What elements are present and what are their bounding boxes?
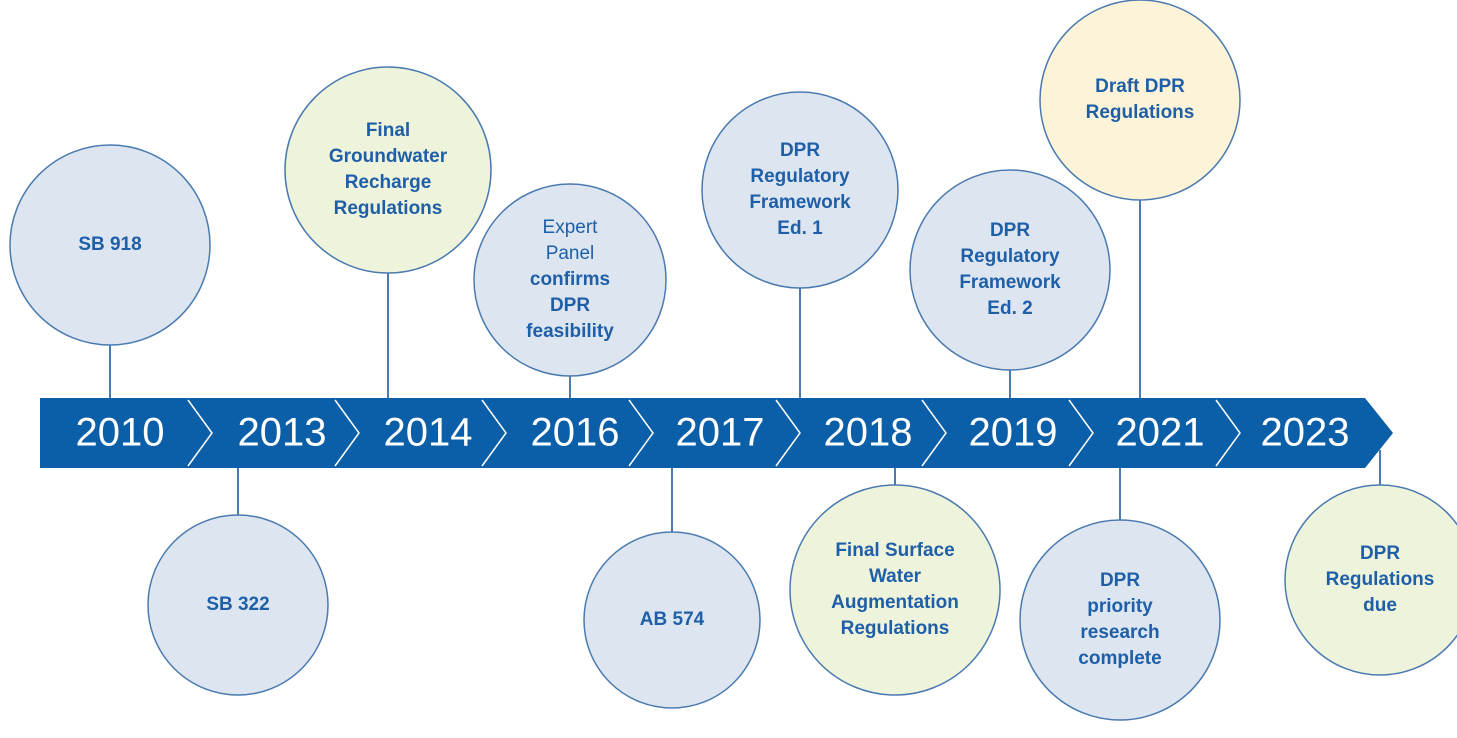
- event-label: AB 574: [640, 609, 705, 630]
- event-label: Framework: [959, 272, 1061, 293]
- event-circle: [702, 92, 898, 288]
- year-label: 2023: [1261, 411, 1350, 455]
- event-label: DPR: [990, 220, 1030, 241]
- event-label: Regulatory: [960, 246, 1060, 267]
- year-label: 2013: [238, 411, 327, 455]
- event-label: research: [1080, 622, 1159, 643]
- event-label: complete: [1078, 648, 1161, 669]
- event-label: DPR: [1100, 570, 1140, 591]
- event-label: Expert: [543, 217, 599, 238]
- year-label: 2019: [969, 411, 1058, 455]
- year-label: 2010: [76, 411, 165, 455]
- event-label: Panel: [546, 243, 595, 264]
- event-label: SB 918: [78, 234, 141, 255]
- event-label: Draft DPR: [1095, 76, 1185, 97]
- event-circle: [285, 67, 491, 273]
- event-label: DPR: [1360, 543, 1400, 564]
- event-label: Augmentation: [831, 592, 959, 613]
- event-label: SB 322: [206, 594, 269, 615]
- event-label: Water: [869, 566, 922, 587]
- event-label: DPR: [780, 140, 820, 161]
- year-label: 2014: [384, 411, 473, 455]
- event-circle: [790, 485, 1000, 695]
- event-label: priority: [1087, 596, 1153, 617]
- year-label: 2017: [676, 411, 765, 455]
- event-label: Regulations: [1086, 102, 1195, 123]
- event-label: Groundwater: [329, 146, 448, 167]
- event-label: Final Surface: [835, 540, 954, 561]
- event-label: Regulatory: [750, 166, 850, 187]
- event-label: confirms: [530, 269, 610, 290]
- event-label: Final: [366, 120, 410, 141]
- event-label: Regulations: [334, 198, 443, 219]
- event-label: Framework: [749, 192, 851, 213]
- event-label: Regulations: [841, 618, 950, 639]
- year-label: 2018: [824, 411, 913, 455]
- event-circle: [1040, 0, 1240, 200]
- event-circle: [1020, 520, 1220, 720]
- event-label: feasibility: [526, 321, 614, 342]
- event-label: Regulations: [1326, 569, 1435, 590]
- event-label: Recharge: [345, 172, 432, 193]
- timeline: 2010 2013 2014 2016 2017 2018 2019 2021 2023 SB 9…: [0, 0, 1457, 738]
- event-label: Ed. 2: [987, 298, 1032, 319]
- year-label: 2021: [1116, 411, 1205, 455]
- event-label: Ed. 1: [777, 218, 823, 239]
- event-label: DPR: [550, 295, 590, 316]
- event-label: due: [1363, 595, 1397, 616]
- year-label: 2016: [531, 411, 620, 455]
- event-circle: [910, 170, 1110, 370]
